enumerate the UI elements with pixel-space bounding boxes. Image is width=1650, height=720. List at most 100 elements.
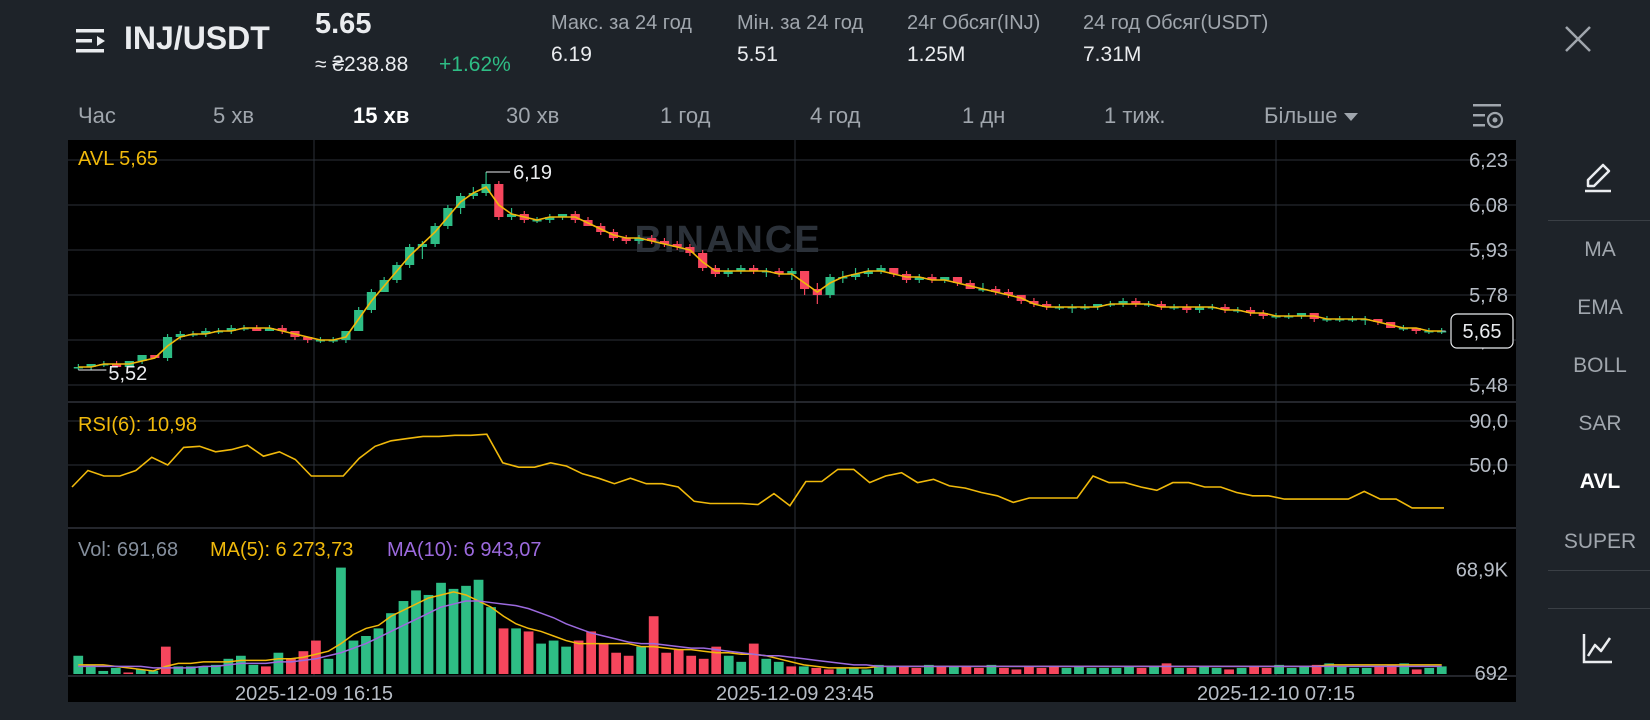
volume-bar bbox=[148, 670, 159, 674]
volume-bar bbox=[911, 667, 922, 674]
volume-bar bbox=[1286, 667, 1297, 674]
candle bbox=[1194, 307, 1205, 310]
volume-bar bbox=[1424, 667, 1435, 674]
candle bbox=[723, 271, 733, 274]
volume-bar bbox=[1374, 666, 1385, 674]
candle bbox=[1042, 304, 1052, 307]
volume-bar bbox=[648, 616, 659, 674]
candle bbox=[1131, 301, 1141, 304]
candle bbox=[150, 355, 160, 358]
binance-watermark: BINANCE bbox=[634, 219, 821, 261]
indicator-sar[interactable]: SAR bbox=[1578, 412, 1622, 435]
volume-ma5-line bbox=[78, 591, 1442, 672]
indicator-chart-icon[interactable] bbox=[1576, 628, 1620, 668]
tab-time[interactable]: Час bbox=[78, 103, 116, 128]
chart-canvas[interactable]: 6,236,085,935,785,635,48BINANCE6,195,525… bbox=[68, 140, 1516, 702]
candle bbox=[672, 244, 682, 247]
candle bbox=[392, 265, 402, 280]
candle bbox=[162, 337, 173, 358]
candle bbox=[774, 271, 784, 274]
indicator-ema[interactable]: EMA bbox=[1577, 296, 1623, 319]
avl-line bbox=[78, 185, 1442, 368]
volume-bar bbox=[110, 667, 121, 674]
volume-bar bbox=[1436, 666, 1447, 674]
volume-bar bbox=[1099, 667, 1109, 674]
volume-bar bbox=[436, 582, 446, 674]
kline-chart[interactable]: 6,236,085,935,785,635,48BINANCE6,195,525… bbox=[68, 140, 1516, 702]
divider bbox=[1548, 570, 1650, 571]
volume-bar bbox=[498, 628, 509, 674]
price-tick-label: 6,08 bbox=[1469, 195, 1508, 217]
candle bbox=[876, 268, 886, 271]
volume-bar bbox=[1299, 666, 1310, 674]
tab-1h[interactable]: 1 год bbox=[660, 103, 711, 128]
volume-bar bbox=[1186, 667, 1197, 674]
candle bbox=[698, 253, 708, 268]
indicator-avl[interactable]: AVL bbox=[1579, 470, 1621, 493]
volume-bar bbox=[1049, 666, 1059, 674]
volume-bar bbox=[561, 646, 571, 674]
stat-label: Макс. за 24 год bbox=[551, 12, 692, 34]
volume-bar bbox=[536, 643, 546, 674]
volume-bar bbox=[486, 607, 496, 674]
tab-4h[interactable]: 4 год bbox=[810, 103, 861, 128]
indicator-super[interactable]: SUPER bbox=[1563, 530, 1637, 553]
volume-bar bbox=[160, 646, 171, 674]
tab-5m[interactable]: 5 хв bbox=[213, 103, 255, 128]
tab-15m[interactable]: 15 хв bbox=[353, 103, 410, 128]
volume-ma10-line bbox=[78, 600, 1442, 669]
volume-bar bbox=[373, 628, 384, 674]
time-axis-label: 2025-12-09 23:45 bbox=[716, 683, 874, 702]
volume-label: Vol: 691,68 bbox=[78, 539, 178, 561]
candle bbox=[850, 274, 861, 277]
volume-bar bbox=[1349, 667, 1360, 674]
volume-bar bbox=[723, 655, 734, 674]
candle bbox=[1156, 304, 1166, 307]
avl-indicator-label: AVL 5,65 bbox=[78, 148, 158, 170]
volume-bar bbox=[336, 567, 346, 674]
volume-bar bbox=[923, 664, 934, 674]
tab-30m[interactable]: 30 хв bbox=[506, 103, 560, 128]
rsi-tick-label: 90,0 bbox=[1469, 411, 1508, 433]
volume-bar bbox=[261, 666, 271, 674]
volume-bar bbox=[1399, 663, 1410, 674]
stat-value: 6.19 bbox=[551, 43, 592, 66]
volume-bar bbox=[448, 588, 459, 674]
tab-more[interactable]: Більше bbox=[1264, 103, 1358, 129]
current-price-badge bbox=[1450, 313, 1514, 349]
indicator-ma[interactable]: MA bbox=[1584, 238, 1616, 261]
price-tick-label: 6,23 bbox=[1469, 150, 1508, 172]
close-icon[interactable] bbox=[1563, 24, 1593, 54]
pair-list-icon[interactable] bbox=[74, 24, 108, 58]
volume-bar bbox=[223, 658, 234, 674]
volume-bar bbox=[1036, 667, 1047, 674]
volume-bar bbox=[248, 664, 259, 674]
tab-1d[interactable]: 1 дн bbox=[962, 103, 1006, 128]
volume-bar bbox=[798, 666, 809, 674]
volume-ma5-label: MA(5): 6 273,73 bbox=[210, 539, 353, 561]
current-price-label: 5,65 bbox=[1463, 321, 1502, 343]
price-tick-label: 5,78 bbox=[1469, 285, 1508, 307]
volume-bar bbox=[273, 652, 284, 674]
stat-low-24h: Мін. за 24 год 5.51 bbox=[737, 12, 863, 67]
volume-bar bbox=[598, 643, 609, 674]
chart-settings-icon[interactable] bbox=[1471, 101, 1505, 131]
low-marker-label: 5,52 bbox=[108, 363, 147, 385]
volume-bar bbox=[761, 658, 772, 674]
volume-bar bbox=[1011, 669, 1022, 674]
candle bbox=[175, 334, 185, 337]
candle bbox=[940, 277, 950, 280]
volume-bar bbox=[673, 649, 684, 674]
high-marker-label: 6,19 bbox=[513, 162, 552, 184]
volume-bar bbox=[711, 646, 722, 674]
volume-bar bbox=[210, 664, 221, 674]
volume-bar bbox=[523, 631, 534, 674]
rsi-line bbox=[71, 433, 1444, 509]
indicator-boll[interactable]: BOLL bbox=[1573, 354, 1627, 377]
pair-name[interactable]: INJ/USDT bbox=[124, 20, 270, 56]
tab-1w[interactable]: 1 тиж. bbox=[1104, 103, 1166, 128]
pencil-icon[interactable] bbox=[1576, 158, 1620, 198]
volume-bar bbox=[748, 643, 759, 674]
volume-bar bbox=[686, 655, 697, 674]
candle bbox=[506, 214, 517, 217]
